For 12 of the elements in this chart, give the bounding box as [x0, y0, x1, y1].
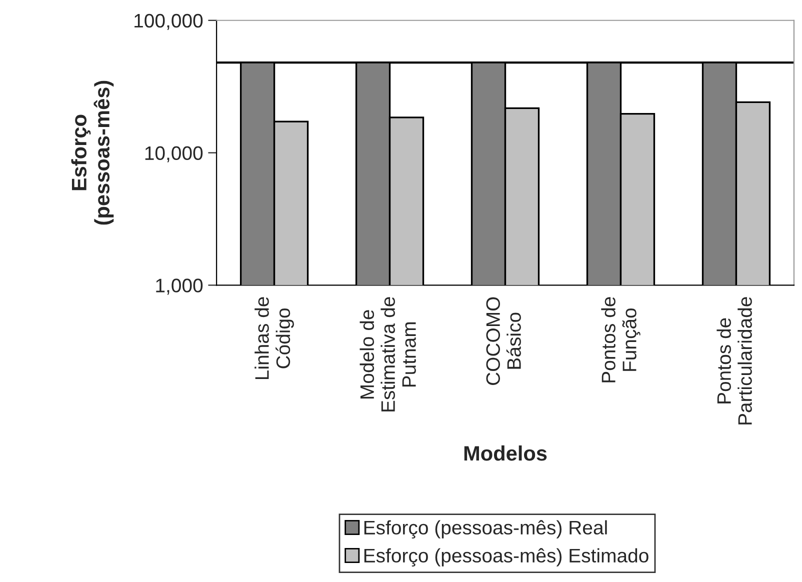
y-axis-title: Esforço (pessoas-mês)	[71, 80, 114, 225]
x-tick-label: Pontos de Função	[601, 297, 640, 382]
x-tick-label: Pontos de Particularidade	[716, 297, 752, 424]
x-tick-label: Modelo de Estimativa de Putnam	[360, 297, 416, 412]
x-tick-label: COCOMO Básico	[486, 297, 521, 385]
y-tick-label: 1,000	[156, 278, 203, 295]
x-axis-title: Modelos	[464, 445, 547, 461]
legend-label: Esforço (pessoas-mês) Estimado	[364, 548, 648, 566]
y-tick-label: 10,000	[145, 146, 203, 162]
y-tick-label: 100,000	[134, 14, 203, 30]
x-tick-label: Linhas de Código	[254, 297, 294, 380]
legend-label: Esforço (pessoas-mês) Real	[364, 520, 607, 538]
